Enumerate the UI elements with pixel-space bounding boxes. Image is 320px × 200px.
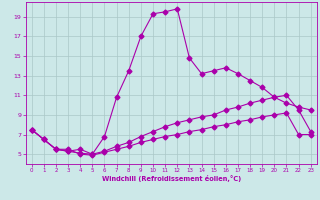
X-axis label: Windchill (Refroidissement éolien,°C): Windchill (Refroidissement éolien,°C) (101, 175, 241, 182)
